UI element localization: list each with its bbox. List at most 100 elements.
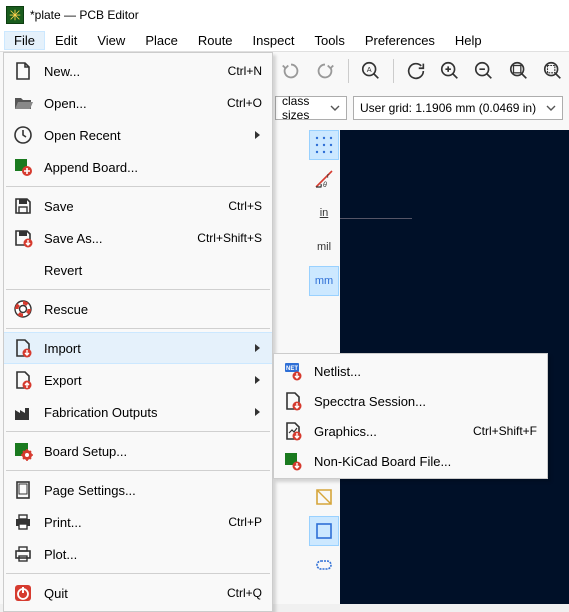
import-submenu: NET Netlist... Specctra Session... Graph… <box>273 353 548 479</box>
menu-item-import[interactable]: Import <box>4 332 272 364</box>
menu-item-open-recent[interactable]: Open Recent <box>4 119 272 151</box>
zoom-fit-button[interactable] <box>506 57 530 85</box>
rescue-icon <box>10 298 36 320</box>
menu-item-plot[interactable]: Plot... <box>4 538 272 570</box>
chevron-down-icon <box>330 103 340 113</box>
canvas-guide-line <box>340 218 412 219</box>
menu-item-label: Revert <box>44 263 82 278</box>
zone-outline-button[interactable] <box>309 482 339 512</box>
specctra-icon <box>280 390 306 412</box>
menu-inspect[interactable]: Inspect <box>243 31 305 50</box>
menu-item-shortcut: Ctrl+Shift+S <box>197 231 262 245</box>
grid-combo[interactable]: User grid: 1.1906 mm (0.0469 in) <box>353 96 563 120</box>
board-setup-icon <box>10 440 36 462</box>
menu-item-export[interactable]: Export <box>4 364 272 396</box>
submenu-item-graphics[interactable]: Graphics... Ctrl+Shift+F <box>274 416 547 446</box>
menu-item-save-as[interactable]: Save As... Ctrl+Shift+S <box>4 222 272 254</box>
menu-help[interactable]: Help <box>445 31 492 50</box>
menu-view[interactable]: View <box>87 31 135 50</box>
mils-label: mil <box>317 241 331 253</box>
menu-separator <box>6 431 270 432</box>
menu-tools[interactable]: Tools <box>304 31 354 50</box>
pad-outline-button[interactable] <box>309 550 339 580</box>
undo-button[interactable] <box>279 57 303 85</box>
menu-item-label: Specctra Session... <box>314 394 426 409</box>
power-icon <box>10 582 36 604</box>
menu-item-label: Open Recent <box>44 128 121 143</box>
menu-item-board-setup[interactable]: Board Setup... <box>4 435 272 467</box>
menu-item-label: Quit <box>44 586 68 601</box>
menu-separator <box>6 470 270 471</box>
svg-text:A: A <box>366 65 371 74</box>
class-sizes-combo[interactable]: class sizes <box>275 96 347 120</box>
svg-text:NET: NET <box>286 366 298 372</box>
menu-item-label: Netlist... <box>314 364 361 379</box>
menu-item-open[interactable]: Open... Ctrl+O <box>4 87 272 119</box>
menu-route[interactable]: Route <box>188 31 243 50</box>
menu-file[interactable]: File <box>4 31 45 50</box>
menu-item-label: Save <box>44 199 74 214</box>
refresh-button[interactable] <box>404 57 428 85</box>
file-menu-dropdown: New... Ctrl+N Open... Ctrl+O Open Recent… <box>3 52 273 612</box>
menu-edit[interactable]: Edit <box>45 31 87 50</box>
menubar: File Edit View Place Route Inspect Tools… <box>0 30 569 52</box>
menu-item-label: Graphics... <box>314 424 377 439</box>
menu-item-label: Append Board... <box>44 160 138 175</box>
menu-item-shortcut: Ctrl+S <box>228 199 262 213</box>
menu-item-page-settings[interactable]: Page Settings... <box>4 474 272 506</box>
menu-separator <box>6 289 270 290</box>
menu-separator <box>6 573 270 574</box>
submenu-item-netlist[interactable]: NET Netlist... <box>274 356 547 386</box>
menu-item-revert[interactable]: Revert <box>4 254 272 286</box>
menu-item-shortcut: Ctrl+Shift+F <box>473 424 537 438</box>
menu-item-rescue[interactable]: Rescue <box>4 293 272 325</box>
menu-place[interactable]: Place <box>135 31 188 50</box>
mm-button[interactable]: mm <box>309 266 339 296</box>
chevron-down-icon <box>546 103 556 113</box>
menu-item-save[interactable]: Save Ctrl+S <box>4 190 272 222</box>
import-icon <box>10 337 36 359</box>
polar-coords-button[interactable]: rθ <box>309 164 339 194</box>
grid-dots-button[interactable] <box>309 130 339 160</box>
menu-separator <box>6 328 270 329</box>
inches-button[interactable]: in <box>309 198 339 228</box>
menu-preferences[interactable]: Preferences <box>355 31 445 50</box>
zoom-find-button[interactable]: A <box>358 57 382 85</box>
append-board-icon <box>10 156 36 178</box>
menu-item-label: Export <box>44 373 82 388</box>
menu-separator <box>6 186 270 187</box>
mils-button[interactable]: mil <box>309 232 339 262</box>
submenu-arrow-icon <box>254 375 262 385</box>
titlebar: *plate — PCB Editor <box>0 0 569 30</box>
menu-item-quit[interactable]: Quit Ctrl+Q <box>4 577 272 609</box>
grid-label: User grid: 1.1906 mm (0.0469 in) <box>360 101 536 115</box>
svg-text:θ: θ <box>323 182 327 189</box>
redo-button[interactable] <box>313 57 337 85</box>
folder-open-icon <box>10 92 36 114</box>
menu-item-append-board[interactable]: Append Board... <box>4 151 272 183</box>
window-title: *plate — PCB Editor <box>30 8 139 22</box>
zoom-selection-button[interactable] <box>541 57 565 85</box>
zone-fill-button[interactable] <box>309 516 339 546</box>
menu-item-label: Rescue <box>44 302 88 317</box>
menu-item-print[interactable]: Print... Ctrl+P <box>4 506 272 538</box>
zoom-in-button[interactable] <box>438 57 462 85</box>
print-icon <box>10 511 36 533</box>
menu-item-label: Non-KiCad Board File... <box>314 454 451 469</box>
menu-item-label: Import <box>44 341 81 356</box>
menu-item-shortcut: Ctrl+N <box>228 64 262 78</box>
menu-item-new[interactable]: New... Ctrl+N <box>4 55 272 87</box>
graphics-icon <box>280 420 306 442</box>
zoom-out-button[interactable] <box>472 57 496 85</box>
menu-item-label: Page Settings... <box>44 483 136 498</box>
app-icon <box>6 6 24 24</box>
menu-item-label: Fabrication Outputs <box>44 405 157 420</box>
menu-item-shortcut: Ctrl+Q <box>227 586 262 600</box>
menu-item-label: Open... <box>44 96 87 111</box>
submenu-item-specctra[interactable]: Specctra Session... <box>274 386 547 416</box>
save-as-icon <box>10 227 36 249</box>
new-file-icon <box>10 60 36 82</box>
menu-item-label: Save As... <box>44 231 103 246</box>
submenu-item-non-kicad-board[interactable]: Non-KiCad Board File... <box>274 446 547 476</box>
menu-item-fabrication-outputs[interactable]: Fabrication Outputs <box>4 396 272 428</box>
